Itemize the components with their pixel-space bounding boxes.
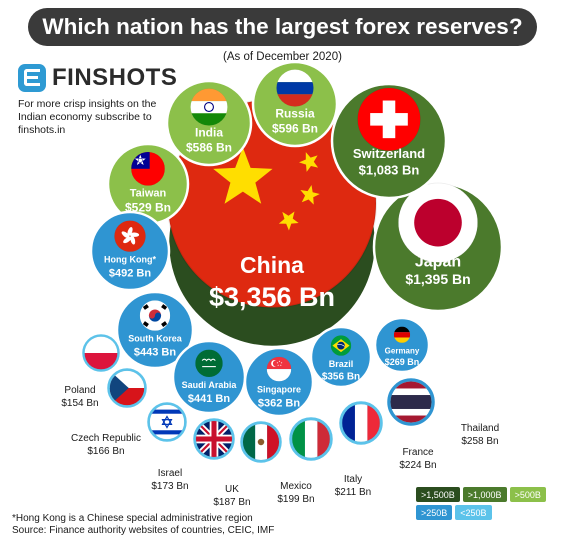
- value-label: $586 Bn: [186, 140, 232, 154]
- legend-item: >1,000B: [462, 487, 507, 502]
- footnote-source: Source: Finance authority websites of co…: [12, 525, 275, 536]
- footnote: *Hong Kong is a Chinese special administ…: [12, 513, 274, 537]
- bubble-thailand: Thailand $258 Bn: [384, 375, 499, 447]
- footnote-hong-kong: *Hong Kong is a Chinese special administ…: [12, 513, 253, 524]
- country-label: Taiwan: [130, 188, 167, 200]
- legend-item: >1,500B: [416, 487, 460, 502]
- value-label: $3,356 Bn: [209, 282, 335, 312]
- bubble-russia: Russia$596 Bn: [251, 60, 339, 148]
- bubble-singapore: Singapore $362 Bn: [243, 346, 315, 418]
- value-label: $154 Bn: [61, 398, 98, 409]
- hong-kong-flag-icon: [114, 220, 146, 252]
- germany-flag-icon: [393, 326, 411, 343]
- country-label: Mexico: [280, 481, 312, 492]
- poland-flag-icon: [84, 336, 118, 370]
- brand-tagline: For more crisp insights on the Indian ec…: [18, 98, 157, 136]
- south-korea-flag-icon: [139, 300, 171, 331]
- finshots-logo-icon: [18, 64, 46, 92]
- brand: FINSHOTS: [18, 64, 177, 92]
- value-label: $596 Bn: [272, 121, 318, 135]
- bubble-japan: Japan$1,395 Bn: [372, 181, 504, 313]
- value-label: $173 Bn: [151, 481, 188, 492]
- country-label: France: [402, 447, 434, 458]
- value-label: $199 Bn: [277, 494, 314, 505]
- bubble-saudi-arabia: Saudi Arabia $441 Bn: [171, 339, 247, 415]
- bubble-hong-kong: Hong Kong* $492 Bn: [89, 210, 171, 292]
- legend: >1,500B >1,000B >500B >250B <250B: [416, 487, 556, 520]
- value-label: $1,395 Bn: [405, 271, 470, 287]
- bubble-france: France $224 Bn: [336, 398, 437, 471]
- value-label: $211 Bn: [335, 487, 372, 498]
- country-label: Japan: [415, 254, 461, 271]
- russia-flag-icon: [276, 69, 314, 107]
- bubble-czech-republic: Czech Republic $166 Bn: [71, 365, 150, 457]
- legend-item: >250B: [416, 505, 453, 520]
- country-label: Brazil: [329, 359, 354, 369]
- value-label: $224 Bn: [399, 460, 436, 471]
- bubble-taiwan: Taiwan$529 Bn: [106, 142, 190, 226]
- bubble-circle: [243, 346, 315, 418]
- value-label: $441 Bn: [188, 393, 230, 405]
- france-flag-icon: [341, 403, 381, 443]
- country-label: China: [240, 252, 304, 278]
- bubble-circle: [309, 325, 373, 389]
- bubble-india: India$586 Bn: [165, 79, 253, 167]
- switzerland-flag-icon: [357, 87, 421, 152]
- thailand-flag-icon: [390, 381, 432, 423]
- saudi-arabia-flag-icon: [195, 349, 223, 378]
- value-label: $166 Bn: [87, 446, 124, 457]
- bubble-circle: [373, 316, 431, 374]
- bubble-mexico: Mexico $199 Bn: [237, 418, 315, 505]
- brazil-flag-icon: [330, 335, 352, 356]
- value-label: $356 Bn: [322, 371, 360, 382]
- value-label: $269 Bn: [385, 357, 420, 367]
- bubble-italy: Italy $211 Bn: [286, 414, 372, 498]
- bubble-brazil: Brazil $356 Bn: [309, 325, 373, 389]
- value-label: $492 Bn: [109, 267, 151, 279]
- legend-item: >500B: [509, 487, 546, 502]
- country-label: Germany: [385, 347, 420, 356]
- country-label: Italy: [344, 474, 362, 485]
- japan-flag-icon: [397, 182, 479, 263]
- value-label: $362 Bn: [258, 397, 300, 409]
- chart-subtitle: (As of December 2020): [223, 51, 342, 63]
- value-label: $443 Bn: [134, 346, 176, 358]
- italy-flag-icon: [291, 419, 331, 459]
- bubble-switzerland: Switzerland$1,083 Bn: [330, 82, 448, 200]
- czech-republic-flag-icon: [109, 370, 145, 406]
- mexico-flag-icon: [242, 423, 280, 461]
- legend-item: <250B: [455, 505, 492, 520]
- value-label: $529 Bn: [125, 201, 171, 215]
- uk-flag-icon: [195, 420, 233, 458]
- country-label: Hong Kong*: [104, 255, 156, 265]
- india-flag-icon: [190, 88, 228, 126]
- value-label: $258 Bn: [461, 436, 498, 447]
- country-label: Singapore: [257, 385, 301, 395]
- country-label: Russia: [275, 106, 315, 120]
- country-label: Poland: [64, 385, 95, 396]
- value-label: $1,083 Bn: [359, 162, 420, 177]
- value-label: $187 Bn: [213, 497, 250, 508]
- country-label: India: [195, 125, 223, 139]
- brand-name: FINSHOTS: [52, 64, 178, 91]
- singapore-flag-icon: [266, 356, 292, 382]
- country-label: UK: [225, 484, 239, 495]
- taiwan-flag-icon: [131, 151, 165, 186]
- bubble-uk: UK $187 Bn: [190, 415, 251, 508]
- bubble-germany: Germany$269 Bn: [373, 316, 431, 374]
- bubble-south-korea: South Korea $443 Bn: [115, 290, 195, 370]
- country-label: South Korea: [128, 334, 182, 344]
- bubble-poland: Poland $154 Bn: [61, 331, 123, 409]
- country-label: Saudi Arabia: [182, 380, 238, 390]
- bubble-israel: Israel $173 Bn: [144, 399, 190, 492]
- chart-title: Which nation has the largest forex reser…: [28, 8, 537, 46]
- country-label: Israel: [158, 468, 182, 479]
- country-label: Czech Republic: [71, 433, 141, 444]
- country-label: Switzerland: [353, 146, 425, 161]
- country-label: Thailand: [461, 423, 499, 434]
- israel-flag-icon: [149, 404, 185, 440]
